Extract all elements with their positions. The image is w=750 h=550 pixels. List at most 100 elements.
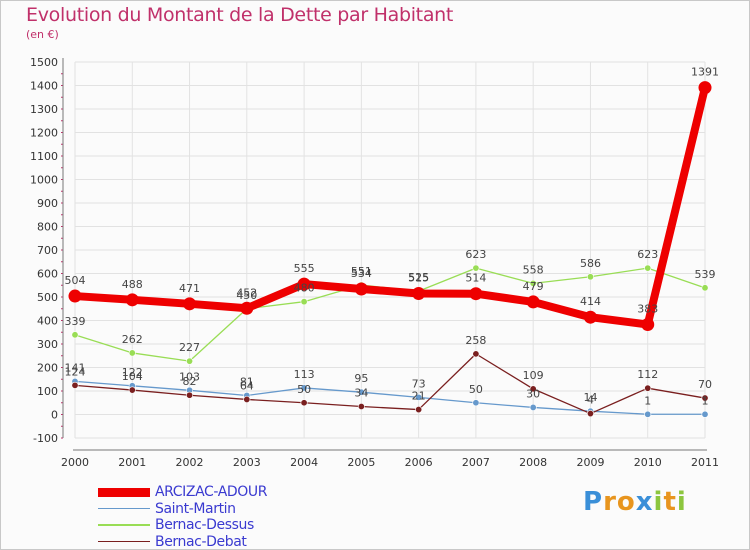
y-tick-label: 900 xyxy=(37,197,58,210)
y-tick-label: 1200 xyxy=(30,127,58,140)
data-label: 623 xyxy=(637,248,658,261)
data-label: 1391 xyxy=(691,66,719,79)
x-tick-label: 2010 xyxy=(634,456,662,469)
y-tick-label: 100 xyxy=(37,385,58,398)
logo-letter: o xyxy=(616,487,636,517)
data-label: 82 xyxy=(183,375,197,388)
data-point xyxy=(701,410,709,418)
data-point xyxy=(526,295,540,309)
data-point xyxy=(71,381,79,389)
data-point xyxy=(354,282,368,296)
data-label: 383 xyxy=(637,302,658,315)
data-label: 124 xyxy=(65,365,86,378)
data-label: 109 xyxy=(523,369,544,382)
x-tick-label: 2001 xyxy=(118,456,146,469)
data-point xyxy=(357,403,365,411)
data-point xyxy=(300,399,308,407)
data-label: 555 xyxy=(294,262,315,275)
data-point xyxy=(472,264,480,272)
legend-swatch xyxy=(98,507,150,510)
y-tick-label: 200 xyxy=(37,362,58,375)
y-tick-label: 1400 xyxy=(30,80,58,93)
data-point xyxy=(586,410,594,418)
data-point xyxy=(529,279,537,287)
data-point xyxy=(68,289,82,303)
proxiti-logo: Proxiti xyxy=(583,487,687,517)
data-label: 262 xyxy=(122,333,143,346)
legend-label: ARCIZAC-ADOUR xyxy=(155,484,268,500)
x-tick-label: 2003 xyxy=(233,456,261,469)
x-tick-label: 2007 xyxy=(462,456,490,469)
data-point xyxy=(701,284,709,292)
y-tick-label: 300 xyxy=(37,338,58,351)
legend-label: Bernac-Dessus xyxy=(155,517,254,533)
data-label: 103 xyxy=(179,370,200,383)
data-label: 95 xyxy=(354,372,368,385)
data-label: 73 xyxy=(412,377,426,390)
y-tick-label: 500 xyxy=(37,291,58,304)
legend-swatch xyxy=(98,524,150,526)
data-label: 30 xyxy=(526,387,540,400)
y-tick-label: 600 xyxy=(37,268,58,281)
data-point xyxy=(644,264,652,272)
series-line-bernac-dessus xyxy=(74,267,706,362)
data-label: 113 xyxy=(294,368,315,381)
data-point xyxy=(300,298,308,306)
y-tick-label: 800 xyxy=(37,221,58,234)
data-label: 525 xyxy=(408,271,429,284)
series-line-bernac-debat xyxy=(74,353,706,415)
y-tick-label: 1100 xyxy=(30,150,58,163)
data-point xyxy=(701,394,709,402)
x-tick-label: 2009 xyxy=(576,456,604,469)
data-point xyxy=(644,410,652,418)
data-point xyxy=(472,399,480,407)
data-point xyxy=(415,406,423,414)
legend-swatch xyxy=(98,540,150,543)
data-label: 112 xyxy=(637,368,658,381)
data-label: 64 xyxy=(240,379,254,392)
data-label: 534 xyxy=(351,267,372,280)
x-tick-label: 2006 xyxy=(405,456,433,469)
data-point xyxy=(529,385,537,393)
y-tick-label: 700 xyxy=(37,244,58,257)
logo-letter: i xyxy=(653,487,664,517)
data-label: 452 xyxy=(236,286,257,299)
data-label: 514 xyxy=(465,272,486,285)
y-tick-label: -100 xyxy=(33,432,58,445)
data-label: 81 xyxy=(240,375,254,388)
data-point xyxy=(186,391,194,399)
data-point xyxy=(415,393,423,401)
y-tick-label: 1300 xyxy=(30,103,58,116)
y-tick-label: 0 xyxy=(51,409,58,422)
data-label: 50 xyxy=(297,383,311,396)
data-label: 471 xyxy=(179,282,200,295)
data-point xyxy=(183,297,197,311)
unit-label: (en €) xyxy=(26,28,59,41)
legend-label: Bernac-Debat xyxy=(155,533,247,550)
logo-letter: i xyxy=(676,487,687,517)
logo-letter: x xyxy=(635,487,654,517)
data-label: 141 xyxy=(65,361,86,374)
data-label: 1 xyxy=(644,394,651,407)
data-label: 1 xyxy=(702,394,709,407)
data-point xyxy=(529,403,537,411)
x-tick-label: 2011 xyxy=(691,456,719,469)
x-tick-label: 2002 xyxy=(176,456,204,469)
x-tick-label: 2005 xyxy=(347,456,375,469)
data-label: 450 xyxy=(236,289,257,302)
data-point xyxy=(71,331,79,339)
data-label: 623 xyxy=(465,248,486,261)
data-point xyxy=(243,395,251,403)
legend-swatch xyxy=(98,487,150,497)
data-label: 515 xyxy=(408,271,429,284)
data-point xyxy=(698,81,712,95)
data-label: 414 xyxy=(580,295,601,308)
data-label: 21 xyxy=(412,390,426,403)
data-point xyxy=(300,384,308,392)
x-tick-label: 2000 xyxy=(61,456,89,469)
y-tick-label: 1500 xyxy=(30,56,58,69)
x-tick-label: 2008 xyxy=(519,456,547,469)
chart-title: Evolution du Montant de la Dette par Hab… xyxy=(26,4,454,26)
